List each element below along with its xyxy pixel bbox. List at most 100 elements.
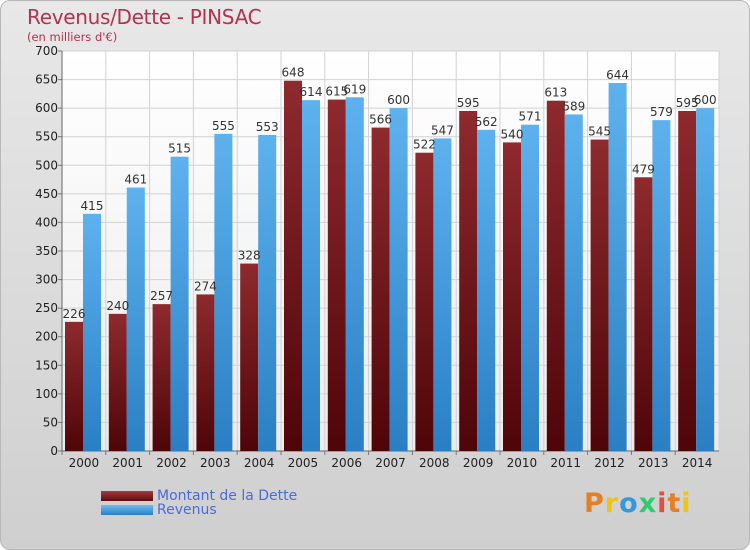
bar-dette — [240, 263, 259, 451]
data-label-dette: 545 — [588, 125, 611, 139]
data-label-dette: 595 — [676, 96, 699, 110]
data-label-revenus: 579 — [650, 105, 673, 119]
x-tick-label: 2013 — [638, 456, 669, 470]
bar-revenus — [214, 133, 233, 451]
bar-revenus — [126, 187, 145, 452]
y-tick-label: 500 — [35, 158, 58, 172]
bar-dette — [503, 142, 521, 451]
data-label-revenus: 619 — [343, 82, 366, 96]
data-label-revenus: 415 — [81, 199, 104, 213]
data-label-revenus: 589 — [562, 99, 585, 113]
legend-item-revenus: Revenus — [101, 503, 217, 517]
bar-revenus — [477, 129, 496, 451]
data-label-dette: 522 — [413, 138, 436, 152]
data-label-dette: 226 — [63, 307, 86, 321]
x-tick-label: 2000 — [69, 456, 100, 470]
bar-revenus — [170, 156, 189, 451]
data-label-revenus: 600 — [694, 93, 717, 107]
data-label-revenus: 644 — [606, 68, 629, 82]
legend-swatch-dette — [101, 491, 153, 501]
data-label-dette: 479 — [632, 162, 655, 176]
x-tick-label: 2005 — [288, 456, 319, 470]
logo-letter: t — [667, 488, 682, 519]
y-tick-label: 100 — [35, 387, 58, 401]
data-label-dette: 274 — [194, 279, 217, 293]
data-label-dette: 648 — [282, 66, 305, 80]
data-label-revenus: 461 — [124, 173, 147, 187]
x-tick-label: 2012 — [594, 456, 625, 470]
legend-item-dette: Montant de la Dette — [101, 489, 297, 503]
y-tick-label: 650 — [35, 73, 58, 87]
y-tick-label: 700 — [35, 44, 58, 58]
bar-revenus — [345, 97, 364, 452]
bar-dette — [371, 127, 390, 452]
bar-revenus — [696, 108, 715, 452]
x-tick-label: 2006 — [331, 456, 362, 470]
data-label-dette: 566 — [369, 113, 392, 127]
bar-revenus — [433, 138, 452, 451]
x-tick-label: 2009 — [463, 456, 494, 470]
y-tick-label: 550 — [35, 130, 58, 144]
y-tick-label: 200 — [35, 330, 58, 344]
logo-letter: o — [619, 488, 639, 519]
bar-revenus — [389, 108, 408, 452]
x-tick-label: 2003 — [200, 456, 231, 470]
y-tick-label: 0 — [50, 444, 58, 458]
bar-revenus — [521, 124, 539, 451]
x-tick-label: 2014 — [682, 456, 713, 470]
bar-dette — [546, 100, 565, 451]
y-tick-label: 400 — [35, 215, 58, 229]
data-label-revenus: 555 — [212, 119, 235, 133]
logo-letter: i — [681, 488, 692, 519]
data-label-revenus: 600 — [387, 93, 410, 107]
proxiti-logo: Proxiti — [584, 488, 692, 519]
bar-revenus — [83, 213, 101, 451]
bar-revenus — [258, 135, 277, 451]
data-label-revenus: 562 — [475, 115, 498, 129]
data-label-revenus: 553 — [256, 120, 279, 134]
logo-letter: r — [604, 488, 620, 519]
bar-dette — [65, 321, 83, 451]
bar-dette — [459, 111, 478, 451]
y-tick-label: 50 — [43, 415, 58, 429]
y-tick-label: 600 — [35, 101, 58, 115]
bar-dette — [590, 139, 609, 452]
data-label-dette: 240 — [106, 299, 129, 313]
bar-revenus — [652, 120, 671, 452]
x-tick-label: 2001 — [112, 456, 143, 470]
logo-letter: i — [657, 488, 668, 519]
chart-subtitle: (en milliers d'€) — [27, 30, 118, 44]
x-tick-label: 2002 — [156, 456, 187, 470]
y-tick-label: 150 — [35, 358, 58, 372]
logo-letter: P — [584, 488, 605, 519]
data-label-dette: 257 — [150, 289, 173, 303]
bar-revenus — [608, 83, 627, 451]
bar-dette — [108, 313, 127, 451]
y-tick-label: 300 — [35, 273, 58, 287]
logo-letter: x — [638, 488, 658, 519]
y-tick-label: 350 — [35, 244, 58, 258]
chart-title: Revenus/Dette - PINSAC — [27, 5, 262, 29]
data-label-dette: 328 — [238, 249, 261, 263]
legend-label-revenus: Revenus — [157, 502, 217, 518]
bar-dette — [196, 294, 215, 451]
bar-revenus — [302, 100, 320, 452]
legend-swatch-revenus — [101, 505, 153, 515]
data-label-dette: 613 — [544, 86, 567, 100]
y-tick-label: 250 — [35, 301, 58, 315]
data-label-dette: 540 — [501, 127, 524, 141]
bar-dette — [152, 304, 171, 451]
y-tick-label: 450 — [35, 187, 58, 201]
x-tick-label: 2007 — [375, 456, 406, 470]
legend-label-dette: Montant de la Dette — [157, 488, 298, 504]
bar-dette — [327, 99, 346, 452]
bar-dette — [634, 177, 653, 452]
x-tick-label: 2010 — [507, 456, 538, 470]
data-label-revenus: 571 — [519, 110, 542, 124]
data-label-revenus: 547 — [431, 123, 454, 137]
bar-dette — [678, 111, 697, 451]
x-tick-label: 2008 — [419, 456, 450, 470]
x-tick-label: 2011 — [550, 456, 581, 470]
bar-revenus — [564, 114, 583, 451]
